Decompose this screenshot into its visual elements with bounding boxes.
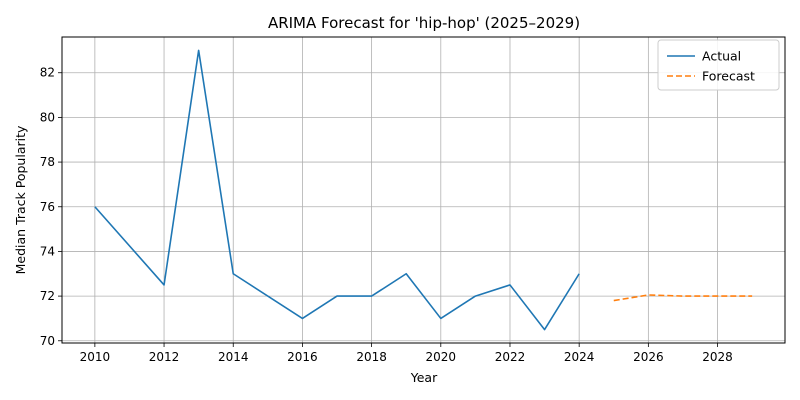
y-tick-label: 82 [40, 66, 55, 80]
x-tick-label: 2024 [564, 350, 595, 364]
series-line-actual [94, 49, 580, 331]
y-axis-label: Median Track Popularity [13, 125, 28, 274]
series-layer [94, 49, 753, 331]
y-tick-label: 76 [40, 200, 55, 214]
x-tick-label: 2026 [633, 350, 664, 364]
x-tick-label: 2020 [426, 350, 457, 364]
x-tick-label: 2028 [702, 350, 733, 364]
y-tick-label: 80 [40, 110, 55, 124]
grid [62, 37, 785, 343]
x-tick-label: 2012 [149, 350, 180, 364]
y-tick-label: 72 [40, 289, 55, 303]
x-tick-label: 2022 [495, 350, 526, 364]
x-tick-label: 2018 [356, 350, 387, 364]
legend-label-actual: Actual [702, 49, 741, 64]
x-tick-label: 2010 [80, 350, 111, 364]
legend-box [657, 39, 780, 91]
legend-label-forecast: Forecast [702, 69, 755, 84]
y-tick-label: 74 [40, 244, 55, 258]
chart-title: ARIMA Forecast for 'hip-hop' (2025–2029) [268, 14, 580, 32]
ticks: 2010 2012 2014 2016 2018 2020 2022 2024 2026 2028… [40, 66, 733, 364]
x-tick-label: 2014 [218, 350, 249, 364]
x-tick-label: 2016 [287, 350, 318, 364]
legend: Actual Forecast [657, 39, 780, 91]
plot-frame [61, 36, 786, 344]
series-line-forecast [613, 294, 753, 302]
x-axis-label: Year [410, 370, 438, 385]
y-tick-label: 70 [40, 334, 55, 348]
y-tick-label: 78 [40, 155, 55, 169]
